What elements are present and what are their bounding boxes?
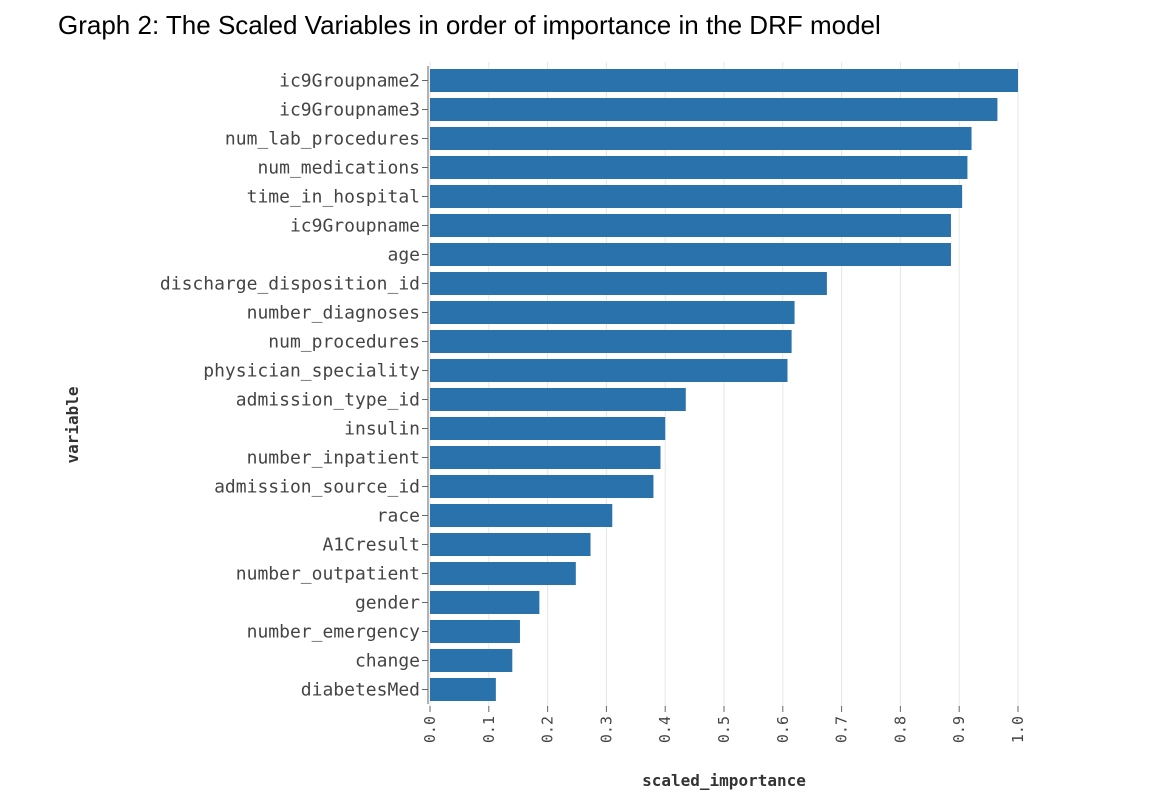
bar (430, 678, 496, 701)
y-tick-label: insulin (344, 419, 420, 440)
bar (430, 504, 613, 527)
y-tick-label: time_in_hospital (247, 187, 420, 208)
y-tick-label: num_lab_procedures (225, 129, 420, 150)
y-tick-label: race (377, 506, 420, 527)
y-tick-label: number_inpatient (247, 448, 420, 469)
y-tick-label: age (387, 245, 420, 266)
y-tick-label: ic9Groupname2 (279, 71, 420, 92)
y-tick-label: ic9Groupname3 (279, 100, 420, 121)
bar (430, 533, 591, 556)
y-axis-title: variable (63, 386, 82, 463)
y-tick-label: change (355, 651, 420, 672)
x-tick-label: 0.6 (774, 716, 792, 743)
bar (430, 243, 951, 266)
y-tick-label: gender (355, 593, 420, 614)
x-tick-label: 0.3 (597, 716, 615, 743)
bar (430, 388, 686, 411)
x-tick-label: 0.9 (950, 716, 968, 743)
y-tick-label: admission_source_id (214, 477, 420, 498)
bar (430, 475, 654, 498)
bars (430, 69, 1018, 701)
x-axis-title: scaled_importance (642, 771, 806, 790)
x-tick-label: 0.7 (833, 716, 851, 743)
y-tick-label: admission_type_id (236, 390, 420, 411)
y-tick-label: num_procedures (268, 332, 420, 353)
y-tick-label: ic9Groupname (290, 216, 420, 237)
bar (430, 446, 661, 469)
bar (430, 620, 520, 643)
bar (430, 214, 951, 237)
y-tick-label: number_diagnoses (247, 303, 420, 324)
x-tick-label: 0.2 (539, 716, 557, 743)
bar (430, 156, 968, 179)
bar (430, 562, 576, 585)
x-tick-label: 0.5 (715, 716, 733, 743)
bar (430, 69, 1018, 92)
bar (430, 272, 827, 295)
x-tick-label: 0.1 (480, 716, 498, 743)
y-tick-label: discharge_disposition_id (160, 274, 420, 295)
x-tick-label: 1.0 (1009, 716, 1027, 743)
y-tick-label: diabetesMed (301, 680, 420, 701)
x-axis: 0.0 0.1 0.2 0.3 0.4 0.5 0.6 0.7 0.8 0.9 1.0 (421, 706, 1027, 743)
x-tick-label: 0.8 (891, 716, 909, 743)
bar (430, 330, 792, 353)
bar (430, 417, 666, 440)
x-tick-label: 0.0 (421, 716, 439, 743)
y-axis: ic9Groupname2 ic9Groupname3 num_lab_proced… (160, 66, 429, 704)
y-tick-label: number_emergency (247, 622, 421, 643)
bar (430, 359, 788, 382)
y-tick-label: A1Cresult (322, 535, 420, 556)
x-tick-label: 0.4 (656, 716, 674, 743)
bar (430, 301, 795, 324)
bar (430, 649, 513, 672)
bar (430, 127, 972, 150)
y-tick-label: number_outpatient (236, 564, 420, 585)
bar (430, 185, 963, 208)
page-title: Graph 2: The Scaled Variables in order o… (58, 10, 881, 40)
bar (430, 98, 998, 121)
bar (430, 591, 540, 614)
y-tick-label: physician_speciality (203, 361, 420, 382)
y-tick-label: num_medications (257, 158, 420, 179)
